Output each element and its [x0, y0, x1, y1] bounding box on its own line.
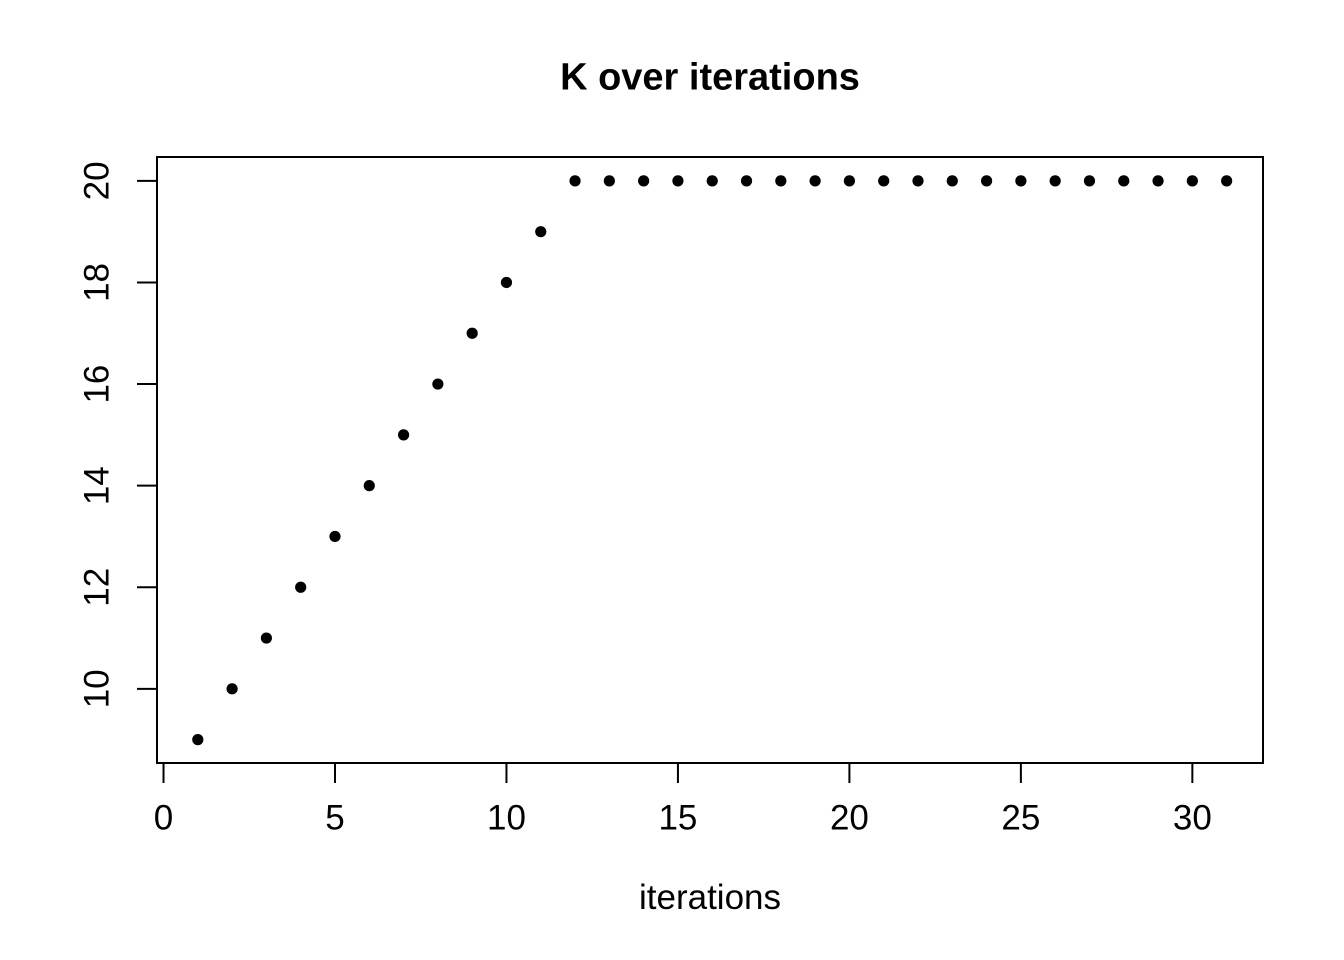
data-point	[912, 175, 924, 187]
data-point	[1221, 175, 1233, 187]
data-point	[1152, 175, 1164, 187]
data-point	[295, 581, 307, 593]
x-tick-label: 30	[1173, 799, 1212, 838]
y-tick-label: 12	[78, 568, 117, 607]
data-point	[432, 378, 444, 390]
y-tick-label: 16	[78, 365, 117, 404]
data-point	[363, 480, 375, 492]
x-tick-label: 25	[1001, 799, 1040, 838]
y-tick-label: 20	[78, 161, 117, 200]
data-point	[775, 175, 787, 187]
plot-box	[156, 156, 1264, 764]
data-point	[1083, 175, 1096, 187]
data-point	[740, 175, 753, 187]
y-tick-label: 10	[78, 669, 117, 708]
data-point	[1015, 175, 1027, 187]
y-tick-label: 14	[78, 466, 117, 505]
x-tick-label: 0	[154, 799, 173, 838]
data-point	[260, 632, 272, 644]
data-point	[946, 175, 958, 187]
x-tick-label: 15	[658, 799, 697, 838]
data-point	[1186, 175, 1198, 187]
x-tick-label: 10	[487, 799, 526, 838]
data-point	[638, 175, 650, 187]
data-point	[603, 175, 615, 187]
data-point	[397, 429, 410, 441]
y-tick-label: 18	[78, 263, 117, 302]
data-point	[672, 175, 684, 187]
data-point	[466, 327, 478, 339]
chart-title: K over iterations	[560, 56, 860, 99]
data-point	[226, 683, 238, 695]
data-point	[1118, 175, 1130, 187]
data-point	[192, 734, 204, 746]
data-point	[1049, 175, 1061, 187]
data-point	[809, 175, 821, 187]
data-point	[535, 226, 547, 238]
data-point	[329, 530, 341, 543]
data-point	[706, 175, 718, 187]
x-tick-label: 20	[830, 799, 869, 838]
data-point	[500, 276, 513, 289]
data-point	[878, 175, 890, 187]
x-axis-label: iterations	[638, 878, 782, 917]
data-point	[569, 175, 581, 187]
x-tick-label: 5	[325, 799, 344, 838]
data-point	[843, 175, 856, 187]
data-point	[980, 175, 993, 187]
